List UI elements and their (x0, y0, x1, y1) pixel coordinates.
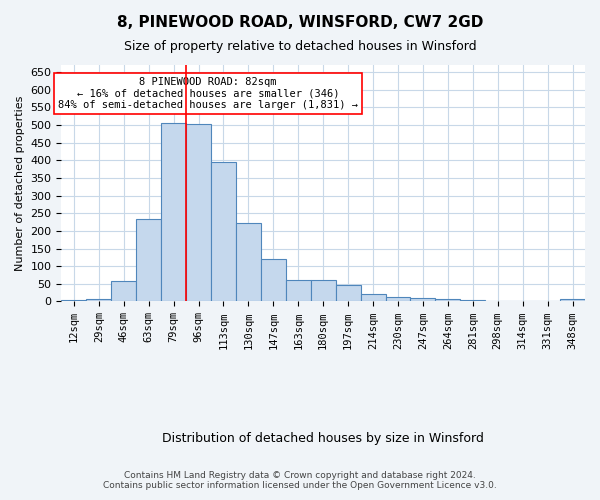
Bar (286, 280, 311, 301)
Bar (236, 223, 261, 302)
Bar (436, 299, 460, 302)
Y-axis label: Number of detached properties: Number of detached properties (15, 96, 25, 271)
Bar (211, 162, 236, 302)
Bar (111, 281, 136, 301)
Bar (311, 280, 335, 301)
Bar (361, 294, 386, 302)
Bar (410, 298, 436, 302)
Bar (261, 259, 286, 302)
X-axis label: Distribution of detached houses by size in Winsford: Distribution of detached houses by size … (162, 432, 484, 445)
Bar (136, 218, 161, 302)
Text: Contains HM Land Registry data © Crown copyright and database right 2024.
Contai: Contains HM Land Registry data © Crown c… (103, 470, 497, 490)
Text: Size of property relative to detached houses in Winsford: Size of property relative to detached ho… (124, 40, 476, 53)
Bar (335, 285, 361, 302)
Bar (86, 298, 111, 302)
Bar (161, 122, 186, 302)
Text: 8 PINEWOOD ROAD: 82sqm
← 16% of detached houses are smaller (346)
84% of semi-de: 8 PINEWOOD ROAD: 82sqm ← 16% of detached… (58, 77, 358, 110)
Bar (560, 300, 585, 302)
Bar (460, 300, 485, 302)
Text: 8, PINEWOOD ROAD, WINSFORD, CW7 2GD: 8, PINEWOOD ROAD, WINSFORD, CW7 2GD (117, 15, 483, 30)
Bar (61, 300, 86, 302)
Bar (186, 124, 211, 302)
Bar (386, 297, 410, 302)
